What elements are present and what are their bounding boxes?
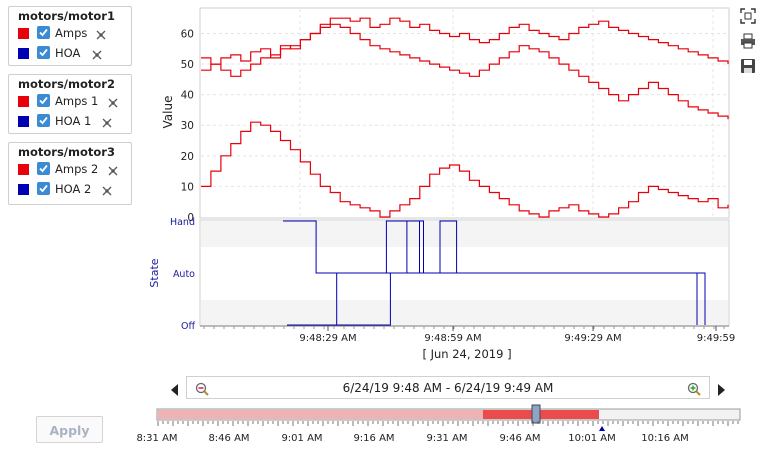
timeline-tick-label: 10:01 AM [568,433,615,444]
pen-label: HOA 2 [55,182,92,196]
state-axis-label: State [148,258,161,287]
state-band-hand [201,221,728,247]
pen-color-swatch[interactable] [18,116,29,127]
value-tick-label: 0 [187,212,194,224]
pen-color-swatch[interactable] [18,184,29,195]
pen-visible-checkbox[interactable] [37,162,50,175]
pen-label: Amps [55,26,88,40]
pen-label: Amps 1 [55,94,99,108]
date-range-text: 6/24/19 9:48 AM - 6/24/19 9:49 AM [342,381,554,395]
scroll-left-icon[interactable] [170,381,180,396]
x-tick-label: 9:49:59 [697,333,736,344]
save-icon[interactable] [740,58,756,74]
pen-label: Amps 2 [55,162,99,176]
x-tick-label: 9:48:29 AM [299,333,356,344]
remove-pen-icon[interactable] [101,182,113,196]
pen-group-motor3: motors/motor3 Amps 2 HOA 2 [8,142,132,205]
value-tick-label: 10 [181,181,194,193]
pen-color-swatch[interactable] [18,164,29,175]
remove-pen-icon[interactable] [101,114,113,128]
apply-button[interactable]: Apply [36,416,103,443]
pen-row-amps-2: Amps 2 [9,159,131,179]
remove-pen-icon[interactable] [95,26,107,40]
timeline-tick-label: 9:31 AM [426,433,467,444]
state-tick-label: Auto [173,269,195,280]
pen-label: HOA [55,46,81,60]
timeline-now-marker [599,426,605,431]
remove-pen-icon[interactable] [107,94,119,108]
timeline-tick-label: 9:01 AM [281,433,322,444]
scroll-right-icon[interactable] [716,381,726,396]
timeline-tick-label: 9:46 AM [499,433,540,444]
pen-visible-checkbox[interactable] [37,26,50,39]
pen-group-title: motors/motor3 [18,145,115,159]
value-axis-label: Value [161,96,175,129]
pen-row-amps-1: Amps 1 [9,91,131,111]
fit-screen-icon[interactable] [740,8,756,24]
print-icon[interactable] [740,33,756,49]
amps-series-line [201,121,729,218]
timeline-tick-label: 8:31 AM [136,433,177,444]
timeline-history-band [158,410,483,419]
remove-pen-icon[interactable] [91,46,103,60]
amps-series-line [201,23,729,120]
pen-color-swatch[interactable] [18,96,29,107]
timeline-selected-range[interactable] [483,410,599,419]
pen-row-hoa-1: HOA 1 [9,111,131,131]
value-tick-label: 30 [181,120,194,132]
date-caption: [ Jun 24, 2019 ] [422,347,511,361]
pen-group-motor2: motors/motor2 Amps 1 HOA 1 [8,74,132,134]
value-tick-label: 60 [181,28,194,40]
timeline-tick-label: 9:16 AM [353,433,394,444]
value-tick-label: 40 [181,90,194,102]
timeline-tick-label: 8:46 AM [208,433,249,444]
pen-group-motor1: motors/motor1 Amps HOA [8,6,132,66]
value-tick-label: 50 [181,59,194,71]
pen-row-hoa-2: HOA 2 [9,179,131,199]
pen-visible-checkbox[interactable] [37,94,50,107]
value-plot-area[interactable] [199,7,730,219]
pen-visible-checkbox[interactable] [37,114,50,127]
state-band-off [201,300,728,325]
pen-row-hoa: HOA [9,43,131,63]
pen-visible-checkbox[interactable] [37,46,50,59]
x-tick-label: 9:48:59 AM [424,333,481,344]
value-tick-label: 20 [181,151,194,163]
zoom-out-icon[interactable] [195,381,209,396]
x-tick-label: 9:49:29 AM [564,333,621,344]
pen-group-title: motors/motor2 [18,77,115,91]
date-range-bar[interactable]: 6/24/19 9:48 AM - 6/24/19 9:49 AM [186,376,710,399]
state-tick-label: Hand [170,217,195,228]
pen-group-title: motors/motor1 [18,9,115,23]
pen-color-swatch[interactable] [18,48,29,59]
pen-visible-checkbox[interactable] [37,182,50,195]
pen-row-amps: Amps [9,23,131,43]
state-tick-label: Off [181,321,195,332]
timeline-tick-label: 10:16 AM [641,433,688,444]
timeline-range-handle[interactable] [531,404,541,424]
pen-color-swatch[interactable] [18,28,29,39]
pen-label: HOA 1 [55,114,92,128]
remove-pen-icon[interactable] [107,162,119,176]
hoa-series-line [291,220,706,326]
zoom-in-icon[interactable] [687,381,701,396]
